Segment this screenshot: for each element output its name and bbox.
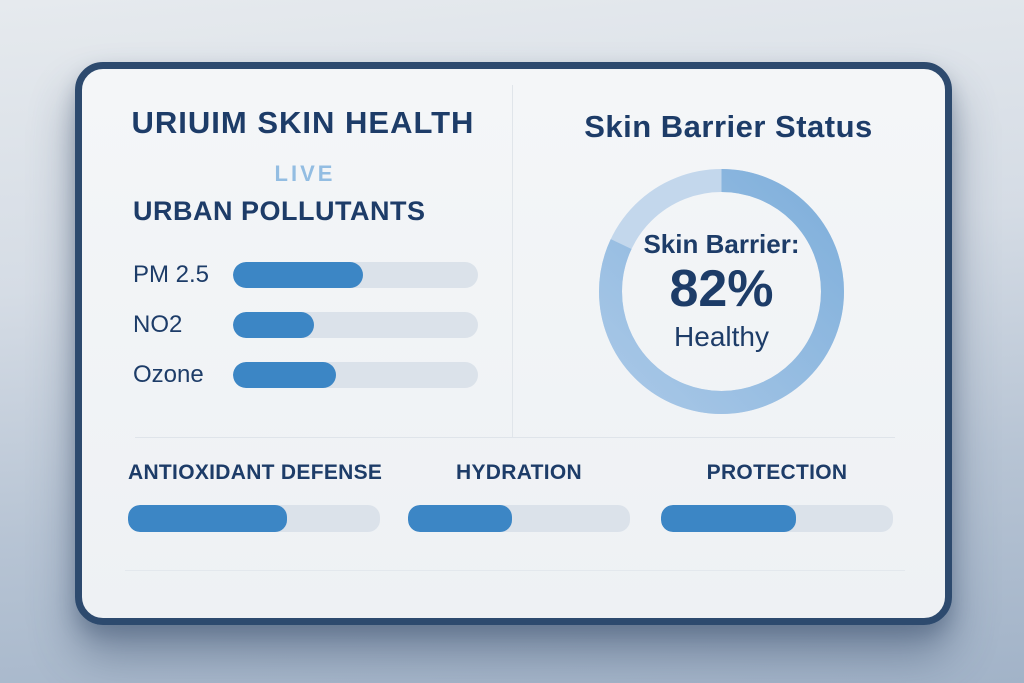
pollutant-list: PM 2.5 NO2 Ozone [133,261,485,388]
gauge-label: Skin Barrier: [643,229,800,260]
dashboard-card: URIUIM SKIN HEALTH LIVE URBAN POLLUTANTS… [75,62,952,625]
pollutant-label: NO2 [133,311,183,338]
metric-antioxidant-defense: ANTIOXIDANT DEFENSE [128,461,383,532]
pollutant-bar-track [233,262,478,288]
pollutant-bar-track [233,362,478,388]
donut-gauge-chart [599,169,844,414]
vertical-divider [512,85,513,437]
metric-hydration: HYDRATION [408,461,630,532]
metric-label: HYDRATION [456,461,582,484]
skin-barrier-gauge: Skin Barrier: 82% Healthy [599,169,844,414]
pollutant-row-ozone: Ozone [133,361,485,388]
pollutant-bar-fill [233,362,336,388]
gauge-progress-ring [599,169,844,414]
pollutant-row-pm25: PM 2.5 [133,261,485,288]
app-title: URIUIM SKIN HEALTH [131,105,475,140]
gauge-value: 82% [669,260,774,319]
metric-bar-track [408,505,630,532]
pollutant-bar-fill [233,312,314,338]
pollutant-bar-track [233,312,478,338]
pollutant-bar-fill [233,262,363,288]
metric-label: PROTECTION [706,461,848,484]
metric-bar-fill [408,505,513,532]
pollutant-row-no2: NO2 [133,311,485,338]
metric-bar-fill [661,505,796,532]
metric-protection: PROTECTION [661,461,893,532]
metric-bar-track [661,505,893,532]
live-badge: LIVE [274,161,336,186]
gauge-status: Healthy [674,321,769,353]
bottom-faint-divider [125,570,905,571]
card-content: URIUIM SKIN HEALTH LIVE URBAN POLLUTANTS… [82,69,945,618]
pollutants-section-title: URBAN POLLUTANTS [133,196,426,226]
pollutant-label: PM 2.5 [133,261,210,288]
pollutant-label: Ozone [133,361,204,388]
gauge-center-text: Skin Barrier: 82% Healthy [599,169,844,414]
skin-barrier-title: Skin Barrier Status [584,109,873,144]
metric-label: ANTIOXIDANT DEFENSE [128,461,383,484]
metric-bar-fill [128,505,287,532]
horizontal-divider [135,437,895,438]
metric-bar-track [128,505,380,532]
